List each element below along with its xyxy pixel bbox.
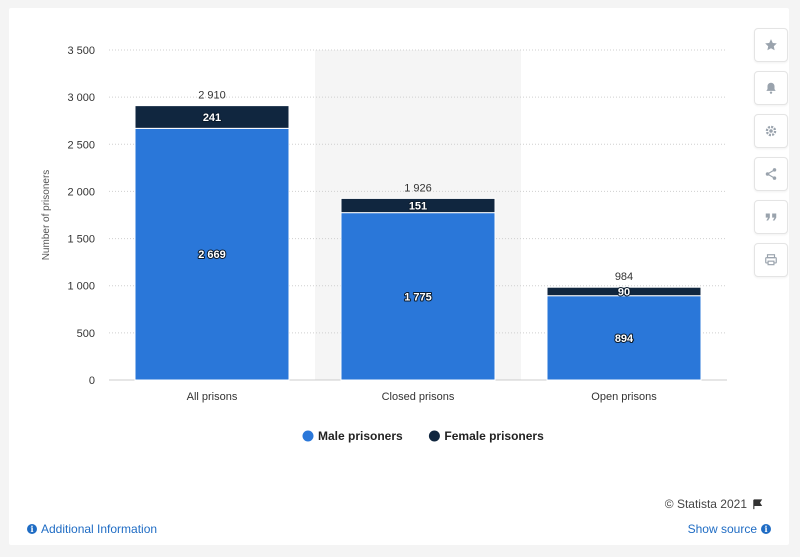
total-label: 2 910 <box>198 90 226 102</box>
legend-label-male: Male prisoners <box>318 429 403 443</box>
legend-marker-female <box>428 430 440 442</box>
y-tick-label: 3 000 <box>67 92 95 104</box>
additional-information-label: Additional Information <box>41 522 158 536</box>
chart: 0 500 1 000 1 500 2 000 2 500 3 000 3 500 Number… <box>41 45 727 443</box>
y-tick-label: 500 <box>77 328 95 340</box>
y-tick-label: 3 500 <box>67 45 95 57</box>
data-label: 151 <box>409 201 427 213</box>
quote-icon <box>765 213 777 221</box>
chart-card: 0 500 1 000 1 500 2 000 2 500 3 000 3 500 Number… <box>9 8 789 545</box>
additional-information-link[interactable]: i Additional Information <box>27 522 157 536</box>
y-tick-label: 0 <box>89 375 95 387</box>
statista-credit[interactable]: © Statista 2021 <box>665 497 763 511</box>
info-icon: i <box>761 524 771 534</box>
info-icon: i <box>27 524 37 534</box>
notification-button[interactable] <box>754 71 788 105</box>
cite-button[interactable] <box>754 200 788 234</box>
total-label: 1 926 <box>404 182 432 194</box>
x-tick-label: Closed prisons <box>382 391 455 403</box>
toolbar <box>754 28 788 277</box>
data-label: 241 <box>203 112 221 124</box>
flag-icon <box>753 498 763 509</box>
share-button[interactable] <box>754 157 788 191</box>
data-label: 2 669 <box>198 249 226 261</box>
x-tick-label: All prisons <box>187 391 238 403</box>
y-tick-label: 1 500 <box>67 234 95 246</box>
bar-female <box>546 286 702 297</box>
bar-female <box>340 197 496 214</box>
data-label: 894 <box>615 333 634 345</box>
bell-icon <box>766 82 776 94</box>
bar-male <box>546 295 702 381</box>
print-button[interactable] <box>754 243 788 277</box>
bar-male <box>340 212 496 381</box>
bar-female <box>134 105 290 129</box>
data-label: 90 <box>618 286 630 298</box>
x-tick-label: Open prisons <box>591 391 657 403</box>
y-axis-title: Number of prisoners <box>41 170 52 261</box>
legend-label-female: Female prisoners <box>444 429 544 443</box>
share-icon <box>765 168 777 180</box>
print-icon <box>765 254 777 266</box>
star-icon <box>765 39 777 51</box>
legend-marker-male <box>302 430 314 442</box>
data-label: 1 775 <box>404 291 432 303</box>
gear-icon <box>765 125 777 137</box>
y-tick-label: 2 000 <box>67 186 95 198</box>
show-source-link[interactable]: Show source i <box>688 522 771 536</box>
favorite-button[interactable] <box>754 28 788 62</box>
credit-text: © Statista 2021 <box>664 497 747 511</box>
total-label: 984 <box>615 271 633 283</box>
show-source-label: Show source <box>687 522 757 536</box>
y-tick-label: 2 500 <box>67 139 95 151</box>
settings-button[interactable] <box>754 114 788 148</box>
y-tick-label: 1 000 <box>67 281 95 293</box>
